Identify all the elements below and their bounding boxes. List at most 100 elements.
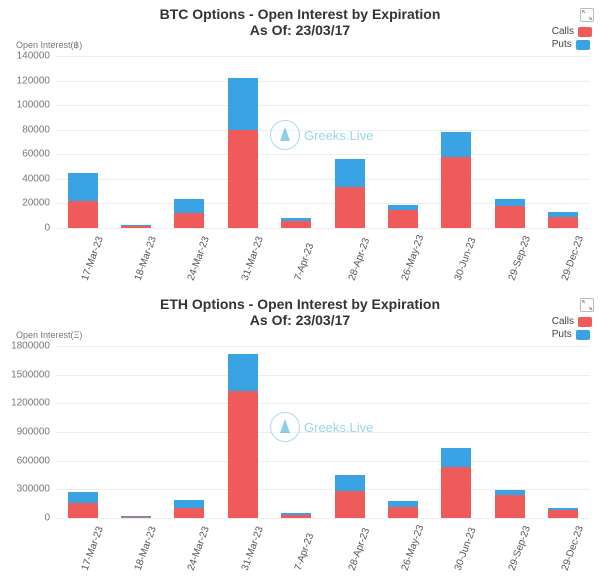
bar-slot	[68, 346, 98, 518]
bar-stack	[228, 354, 258, 518]
btc-title: BTC Options - Open Interest by Expiratio…	[0, 0, 600, 38]
x-tick-label: 28-Apr-23	[346, 250, 367, 282]
y-tick-label: 20000	[22, 198, 56, 209]
y-tick-label: 300000	[17, 484, 56, 495]
bar-stack	[121, 225, 151, 228]
y-tick-label: 1500000	[11, 369, 56, 380]
x-tick-label: 31-Mar-23	[240, 250, 261, 282]
x-tick-label: 29-Sep-23	[507, 540, 528, 572]
bar-slot	[335, 56, 365, 228]
btc-ylabel: Open Interest(฿)	[16, 40, 82, 51]
bar-segment-puts	[228, 78, 258, 130]
eth-legend: Calls Puts	[552, 316, 592, 340]
bar-stack	[68, 173, 98, 228]
bar-segment-calls	[388, 210, 418, 228]
bar-stack	[68, 492, 98, 518]
x-tick-label: 18-Mar-23	[133, 250, 154, 282]
bars-container	[56, 56, 590, 228]
btc-plot-area: 020000400006000080000100000120000140000	[56, 56, 590, 228]
x-tick-label: 17-Mar-23	[79, 250, 100, 282]
bar-slot	[228, 56, 258, 228]
x-tick-label: 29-Dec-23	[560, 250, 581, 282]
bar-slot	[441, 56, 471, 228]
x-tick-label: 31-Mar-23	[240, 540, 261, 572]
legend-calls: Calls	[552, 26, 592, 37]
bar-stack	[441, 132, 471, 228]
bar-slot	[281, 56, 311, 228]
bar-stack	[174, 500, 204, 518]
bar-slot	[335, 346, 365, 518]
bar-stack	[495, 490, 525, 518]
bar-segment-puts	[441, 132, 471, 157]
x-tick-label: 7-Apr-23	[293, 250, 314, 282]
bar-segment-calls	[174, 213, 204, 228]
x-tick-label: 29-Dec-23	[560, 540, 581, 572]
btc-title-line2: As Of: 23/03/17	[0, 22, 600, 38]
bar-segment-calls	[68, 503, 98, 518]
bar-segment-calls	[228, 130, 258, 228]
bar-slot	[228, 346, 258, 518]
btc-x-axis: 17-Mar-2318-Mar-2324-Mar-2331-Mar-237-Ap…	[56, 234, 590, 245]
bar-segment-calls	[388, 507, 418, 518]
bar-slot	[68, 56, 98, 228]
bar-slot	[495, 346, 525, 518]
bar-stack	[174, 199, 204, 228]
bar-segment-puts	[441, 448, 471, 467]
y-tick-label: 100000	[17, 100, 56, 111]
bar-segment-calls	[281, 515, 311, 518]
bar-slot	[388, 346, 418, 518]
bar-segment-calls	[335, 491, 365, 518]
bar-segment-puts	[68, 492, 98, 503]
eth-title-line1: ETH Options - Open Interest by Expiratio…	[0, 296, 600, 312]
bar-segment-calls	[121, 517, 151, 518]
bar-slot	[174, 56, 204, 228]
x-tick-label: 26-May-23	[400, 250, 421, 282]
bar-slot	[548, 56, 578, 228]
bar-segment-puts	[174, 500, 204, 508]
bars-container	[56, 346, 590, 518]
bar-slot	[388, 56, 418, 228]
bar-segment-calls	[495, 495, 525, 518]
y-tick-label: 0	[44, 223, 56, 234]
bar-stack	[548, 212, 578, 228]
btc-legend: Calls Puts	[552, 26, 592, 50]
legend-calls: Calls	[552, 316, 592, 327]
bar-segment-calls	[548, 510, 578, 518]
bar-segment-calls	[281, 221, 311, 228]
bar-segment-puts	[68, 173, 98, 201]
bar-stack	[121, 516, 151, 518]
bar-segment-calls	[441, 467, 471, 518]
eth-title: ETH Options - Open Interest by Expiratio…	[0, 290, 600, 328]
bar-slot	[548, 346, 578, 518]
bar-segment-puts	[335, 159, 365, 187]
bar-slot	[495, 56, 525, 228]
y-tick-label: 140000	[17, 51, 56, 62]
bar-segment-puts	[495, 199, 525, 206]
y-tick-label: 600000	[17, 455, 56, 466]
expand-icon[interactable]	[580, 8, 594, 22]
y-tick-label: 1800000	[11, 341, 56, 352]
x-tick-label: 29-Sep-23	[507, 250, 528, 282]
bar-segment-calls	[68, 201, 98, 228]
x-tick-label: 18-Mar-23	[133, 540, 154, 572]
bar-stack	[388, 205, 418, 228]
grid-line	[56, 518, 590, 519]
expand-icon[interactable]	[580, 298, 594, 312]
bar-slot	[121, 346, 151, 518]
y-tick-label: 900000	[17, 427, 56, 438]
bar-stack	[388, 501, 418, 518]
bar-stack	[441, 448, 471, 518]
bar-slot	[441, 346, 471, 518]
bar-segment-calls	[335, 187, 365, 228]
x-tick-label: 26-May-23	[400, 540, 421, 572]
bar-stack	[228, 78, 258, 228]
legend-puts: Puts	[552, 39, 592, 50]
btc-title-line1: BTC Options - Open Interest by Expiratio…	[0, 6, 600, 22]
eth-ylabel: Open Interest(Ξ)	[16, 330, 82, 340]
legend-swatch-puts	[576, 40, 590, 50]
bar-segment-calls	[441, 157, 471, 228]
legend-swatch-calls	[578, 317, 592, 327]
bar-stack	[548, 508, 578, 519]
eth-title-line2: As Of: 23/03/17	[0, 312, 600, 328]
legend-swatch-puts	[576, 330, 590, 340]
